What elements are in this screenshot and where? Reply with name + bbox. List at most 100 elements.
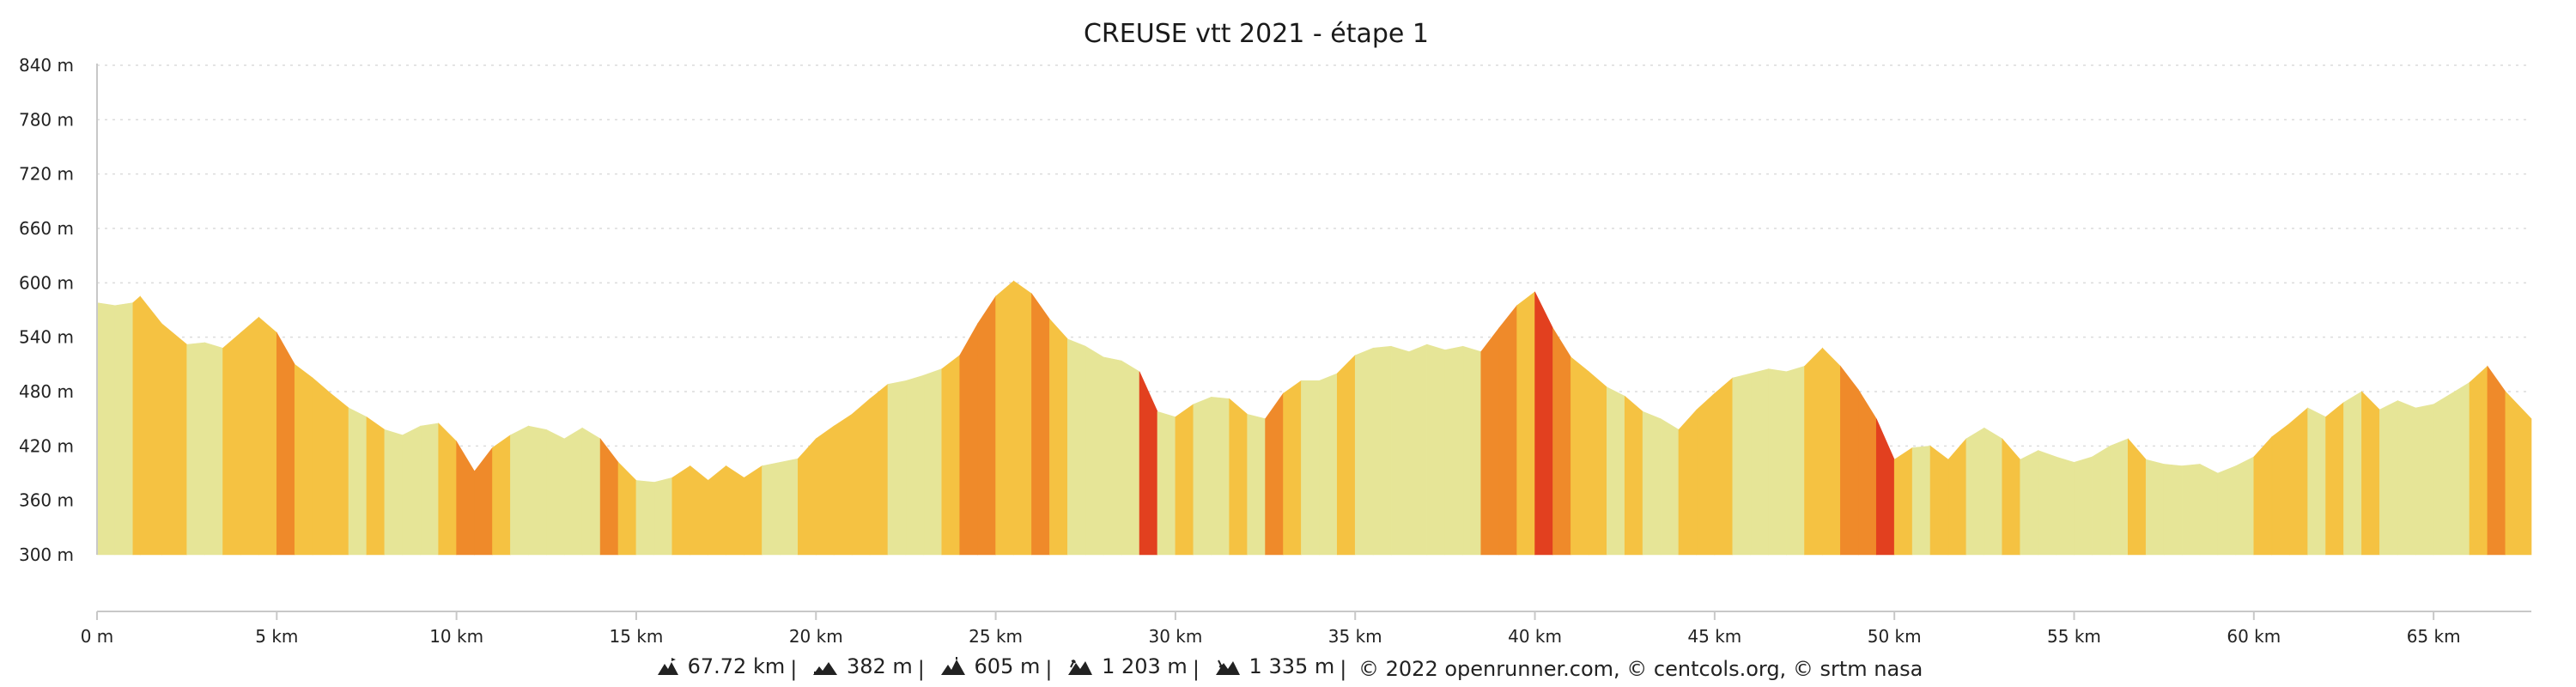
distance-stat: 67.72 km: [653, 654, 786, 678]
elevation-loss-value: 1 335 m: [1249, 654, 1335, 678]
x-tick-label: 60 km: [2227, 626, 2281, 647]
profile-segment: [1768, 368, 1787, 556]
x-tick-label: 20 km: [789, 626, 843, 647]
profile-segment: [1265, 392, 1284, 556]
profile-segment: [384, 429, 404, 556]
profile-segment: [1714, 377, 1734, 556]
y-tick-label: 780 m: [19, 109, 74, 130]
profile-segment: [1444, 345, 1464, 556]
x-tick-label: 0 m: [81, 626, 114, 647]
profile-segment: [258, 316, 277, 556]
distance-value: 67.72 km: [687, 654, 786, 678]
profile-segment: [420, 423, 440, 556]
profile-segment: [1480, 327, 1499, 556]
profile-segment: [1408, 344, 1428, 556]
x-tick-label: 15 km: [610, 626, 664, 647]
y-tick-label: 480 m: [19, 381, 74, 402]
profile-segment: [1589, 371, 1607, 556]
profile-segment: [1193, 396, 1212, 556]
profile-segment: [474, 447, 493, 556]
profile-segment: [708, 465, 726, 556]
profile-segment: [581, 427, 601, 556]
profile-segment: [744, 465, 762, 556]
profile-segment: [1498, 304, 1517, 556]
profile-segment: [1067, 338, 1086, 556]
y-tick-label: 840 m: [19, 55, 74, 76]
profile-segment: [815, 425, 835, 556]
separator: |: [1045, 657, 1053, 681]
profile-segment: [1516, 291, 1535, 556]
x-tick-label: 65 km: [2407, 626, 2461, 647]
profile-segment: [240, 316, 259, 556]
profile-segment: [2433, 392, 2452, 556]
min-altitude-icon: [812, 662, 837, 675]
profile-segment: [1084, 345, 1104, 556]
profile-segment: [2145, 459, 2165, 556]
profile-segment: [2020, 450, 2038, 556]
elevation-loss-stat: 1 335 m: [1212, 654, 1335, 678]
x-tick-label: 35 km: [1328, 626, 1382, 647]
credits: © 2022 openrunner.com, © centcols.org, ©…: [1358, 657, 1923, 681]
profile-segment: [2038, 450, 2057, 556]
profile-segment: [798, 438, 817, 556]
x-tick-label: 55 km: [2047, 626, 2101, 647]
profile-segment: [1372, 345, 1392, 556]
max-altitude-value: 605 m: [974, 654, 1041, 678]
max-altitude-icon: [940, 657, 965, 675]
profile-segment: [995, 280, 1014, 556]
profile-segment: [528, 425, 547, 556]
profile-segment: [186, 342, 205, 556]
profile-segment: [114, 302, 134, 556]
profile-segment: [1571, 356, 1589, 556]
profile-segment: [1157, 410, 1176, 556]
profile-segment: [2325, 402, 2344, 556]
profile-segment: [905, 374, 925, 556]
profile-segment: [2056, 456, 2075, 556]
x-tick-label: 50 km: [1868, 626, 1922, 647]
profile-segment: [2487, 365, 2506, 556]
profile-segment: [1804, 347, 1823, 556]
profile-segment: [1552, 327, 1571, 556]
distance-icon: [657, 658, 678, 675]
profile-segment: [869, 383, 889, 556]
profile-segment: [762, 461, 781, 556]
y-tick-label: 420 m: [19, 435, 74, 456]
y-tick-label: 300 m: [19, 544, 74, 565]
profile-segment: [2217, 465, 2237, 556]
profile-segment: [1984, 427, 2003, 556]
profile-segment: [2092, 445, 2111, 556]
min-altitude-value: 382 m: [846, 654, 913, 678]
profile-segment: [977, 295, 996, 556]
profile-segment: [2469, 365, 2488, 556]
profile-segment: [2163, 464, 2183, 556]
profile-segment: [1301, 380, 1320, 556]
profile-segment: [492, 435, 511, 556]
profile-segment: [2343, 391, 2362, 556]
profile-segment: [2505, 391, 2532, 556]
profile-segment: [330, 392, 349, 556]
profile-segment: [923, 368, 943, 556]
route-summary: 67.72 km | 382 m | 605 m | 1 203 m | 1 3…: [0, 654, 2576, 681]
profile-segment: [161, 323, 187, 556]
profile-segment: [1965, 427, 1985, 556]
profile-segment: [2199, 463, 2219, 556]
profile-segment: [1462, 345, 1482, 556]
profile-segment: [348, 407, 368, 556]
profile-segment: [2074, 456, 2093, 556]
y-tick-label: 360 m: [19, 490, 74, 511]
profile-segment: [2110, 438, 2129, 556]
profile-segment: [276, 331, 295, 556]
profile-segment: [510, 425, 529, 556]
profile-segment: [563, 427, 583, 556]
profile-segment: [1929, 445, 1949, 556]
separator: |: [917, 657, 925, 681]
chart-title: CREUSE vtt 2021 - étape 1: [1084, 19, 1429, 49]
profile-segment: [1031, 293, 1050, 556]
profile-segment: [1696, 392, 1716, 556]
profile-segment: [222, 331, 241, 556]
profile-segment: [1624, 395, 1643, 556]
profile-segment: [1211, 397, 1230, 556]
x-tick-label: 40 km: [1508, 626, 1562, 647]
profile-segment: [1013, 280, 1032, 556]
profile-segment: [2451, 381, 2470, 556]
